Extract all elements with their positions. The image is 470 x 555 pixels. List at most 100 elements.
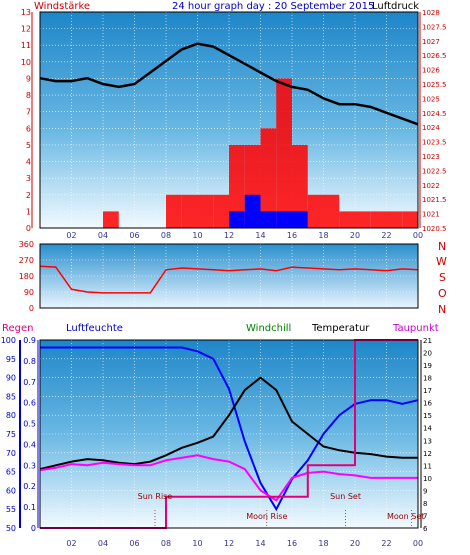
axes-temperature-humidity: 5055606570758085909510000.10.20.30.40.50… bbox=[1, 336, 433, 548]
tick-label-wind: 5 bbox=[26, 141, 31, 150]
tick-label-pressure: 1020.5 bbox=[422, 225, 447, 233]
frame-wind-pressure bbox=[39, 11, 419, 229]
tick-label-pressure: 1026 bbox=[422, 67, 440, 75]
tick-label-temperature: 6 bbox=[423, 525, 428, 533]
pressure-line bbox=[39, 42, 419, 126]
tick-label-pressure: 1022.5 bbox=[422, 167, 447, 175]
tick-label-pressure: 1021.5 bbox=[422, 196, 447, 204]
compass-n-top: N bbox=[438, 240, 446, 253]
axes-wind-pressure: 0123456789101112131020.510211021.5102210… bbox=[21, 8, 447, 240]
tick-label-hour: 04 bbox=[98, 539, 108, 548]
tick-label-temperature: 13 bbox=[423, 437, 432, 445]
wind-gust-bar bbox=[276, 78, 292, 228]
wind-gust-bar bbox=[292, 144, 308, 228]
tick-label-regen: 0.9 bbox=[23, 336, 36, 345]
tick-label-direction: 270 bbox=[19, 256, 34, 265]
event-label: Moon Rise bbox=[246, 512, 287, 521]
tick-label-hour: 12 bbox=[224, 539, 234, 548]
tick-label-temperature: 15 bbox=[423, 412, 432, 420]
tick-label-wind: 2 bbox=[26, 191, 31, 200]
tick-label-regen: 0 bbox=[31, 524, 36, 533]
wind-gust-bar bbox=[213, 194, 229, 228]
chart-title: 24 hour graph day : 20 September 2015 bbox=[172, 1, 374, 12]
legend-regen: Regen bbox=[2, 323, 34, 334]
tick-label-hour: 06 bbox=[129, 231, 139, 240]
wind-gust-bar bbox=[402, 211, 418, 228]
tick-label-humidity: 90 bbox=[6, 374, 16, 383]
event-label: Sun Set bbox=[330, 492, 361, 501]
tick-label-temperature: 10 bbox=[423, 475, 432, 483]
tick-label-temperature: 18 bbox=[423, 375, 432, 383]
tick-label-wind: 10 bbox=[21, 58, 31, 67]
tick-label-hour: 20 bbox=[350, 539, 360, 548]
tick-label-hour: 18 bbox=[318, 539, 328, 548]
tick-label-temperature: 9 bbox=[423, 487, 427, 495]
wind-average-bar bbox=[244, 194, 261, 228]
legend-temperatur: Temperatur bbox=[311, 323, 370, 334]
tick-label-pressure: 1028 bbox=[422, 9, 440, 17]
event-label: Sun Rise bbox=[138, 492, 173, 501]
wind-average-bar bbox=[260, 211, 277, 228]
tick-label-temperature: 19 bbox=[423, 362, 432, 370]
wind-gust-bar bbox=[181, 194, 198, 228]
tick-label-wind: 4 bbox=[26, 158, 31, 167]
wind-gust-bar bbox=[103, 211, 119, 228]
legend-taupunkt: Taupunkt bbox=[392, 323, 439, 334]
tick-label-pressure: 1023 bbox=[422, 153, 440, 161]
tick-label-temperature: 7 bbox=[423, 512, 427, 520]
windstarke-label: Windstärke bbox=[34, 1, 90, 12]
tick-label-wind: 11 bbox=[21, 41, 31, 50]
tick-label-hour: 08 bbox=[161, 231, 171, 240]
tick-label-regen: 0.2 bbox=[23, 482, 36, 491]
tick-label-humidity: 75 bbox=[6, 430, 16, 439]
legend-luftfeuchte: Luftfeuchte bbox=[66, 323, 123, 334]
tick-label-humidity: 100 bbox=[1, 336, 16, 345]
compass-o: O bbox=[438, 287, 447, 300]
wind-gust-bar bbox=[386, 211, 403, 228]
tick-label-regen: 0.4 bbox=[23, 440, 36, 449]
wind-average-bar bbox=[292, 211, 308, 228]
tick-label-hour: 12 bbox=[224, 231, 234, 240]
tick-label-hour: 16 bbox=[287, 539, 297, 548]
tick-label-hour: 00 bbox=[413, 539, 423, 548]
frame-wind-direction bbox=[39, 243, 419, 309]
wind-average-bar bbox=[276, 211, 292, 228]
wind-gust-bar bbox=[370, 211, 387, 228]
tick-label-hour: 10 bbox=[192, 539, 202, 548]
temperature-humidity-series bbox=[39, 339, 419, 529]
tick-label-humidity: 55 bbox=[6, 505, 16, 514]
tick-label-wind: 8 bbox=[26, 91, 31, 100]
tick-label-hour: 00 bbox=[413, 231, 423, 240]
tick-label-direction: 180 bbox=[19, 272, 34, 281]
tick-label-hour: 18 bbox=[318, 231, 328, 240]
wind-gust-bar bbox=[260, 128, 277, 228]
wind-gust-bar bbox=[355, 211, 371, 228]
wind-gust-bar bbox=[197, 194, 214, 228]
tick-label-humidity: 65 bbox=[6, 468, 16, 477]
tick-label-regen: 0.7 bbox=[23, 378, 36, 387]
tick-label-regen: 0.1 bbox=[23, 503, 36, 512]
compass-n-bottom: N bbox=[438, 303, 446, 316]
tick-label-pressure: 1027 bbox=[422, 38, 440, 46]
tick-label-hour: 14 bbox=[255, 231, 265, 240]
tick-label-hour: 02 bbox=[66, 539, 76, 548]
wind-gust-bar bbox=[339, 211, 355, 228]
tick-label-temperature: 20 bbox=[423, 350, 432, 358]
tick-label-pressure: 1024.5 bbox=[422, 110, 447, 118]
tick-label-wind: 13 bbox=[21, 8, 31, 17]
tick-label-regen: 0.8 bbox=[23, 357, 36, 366]
tick-label-wind: 6 bbox=[26, 124, 31, 133]
tick-label-hour: 08 bbox=[161, 539, 171, 548]
tick-label-temperature: 21 bbox=[423, 337, 432, 345]
tick-label-direction: 90 bbox=[24, 288, 34, 297]
tick-label-regen: 0.6 bbox=[23, 399, 36, 408]
axes-wind-direction: 0 90 180 270 360 bbox=[19, 240, 419, 313]
tick-label-humidity: 60 bbox=[6, 486, 16, 495]
tick-label-humidity: 50 bbox=[6, 524, 16, 533]
wind-average-bar bbox=[229, 211, 245, 228]
wind-direction-line bbox=[39, 265, 419, 294]
tick-label-wind: 0 bbox=[26, 224, 31, 233]
wind-gust-bar bbox=[166, 194, 182, 228]
luftdruck-label: Luftdruck bbox=[372, 1, 419, 12]
tick-label-temperature: 11 bbox=[423, 462, 432, 470]
